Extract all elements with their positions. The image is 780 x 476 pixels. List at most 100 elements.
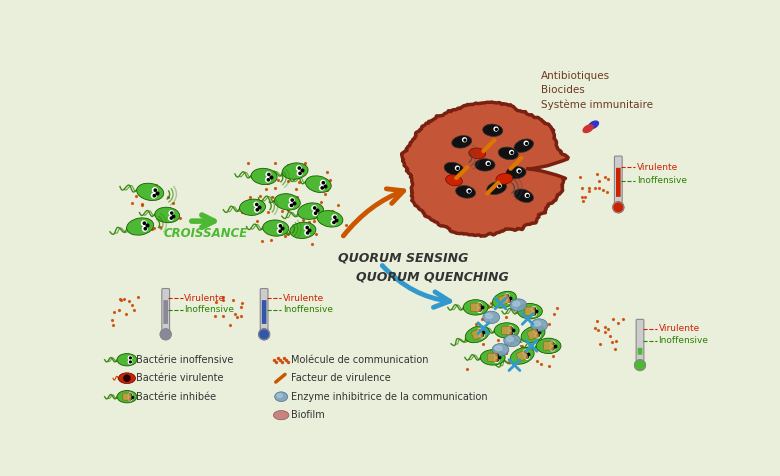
Circle shape <box>495 129 498 130</box>
Ellipse shape <box>498 147 518 159</box>
Circle shape <box>494 127 498 131</box>
Ellipse shape <box>583 125 593 132</box>
Ellipse shape <box>534 321 541 326</box>
Circle shape <box>256 208 258 211</box>
Circle shape <box>532 312 536 316</box>
Circle shape <box>296 166 301 170</box>
Circle shape <box>332 215 337 219</box>
Circle shape <box>129 356 132 359</box>
Circle shape <box>479 309 481 311</box>
Circle shape <box>519 170 520 172</box>
Circle shape <box>298 167 300 169</box>
Ellipse shape <box>282 163 308 179</box>
Ellipse shape <box>486 314 493 318</box>
FancyBboxPatch shape <box>544 342 554 350</box>
Ellipse shape <box>506 167 526 179</box>
Ellipse shape <box>495 323 519 338</box>
Circle shape <box>297 171 302 176</box>
Text: Virulente: Virulente <box>658 325 700 333</box>
Ellipse shape <box>514 139 534 152</box>
FancyBboxPatch shape <box>616 168 621 197</box>
Circle shape <box>266 178 270 182</box>
Ellipse shape <box>456 186 476 198</box>
Circle shape <box>129 357 131 359</box>
Text: Bactérie virulente: Bactérie virulente <box>136 373 224 383</box>
Circle shape <box>551 347 554 350</box>
Circle shape <box>314 207 316 209</box>
FancyBboxPatch shape <box>615 156 622 203</box>
Circle shape <box>509 331 512 336</box>
Circle shape <box>141 221 147 226</box>
FancyBboxPatch shape <box>470 303 480 312</box>
Text: Enzyme inhibitrice de la communication: Enzyme inhibitrice de la communication <box>291 392 488 402</box>
Text: CROISSANCE: CROISSANCE <box>164 227 248 239</box>
FancyBboxPatch shape <box>262 300 267 324</box>
Ellipse shape <box>445 175 463 186</box>
Ellipse shape <box>496 173 513 184</box>
Circle shape <box>143 227 147 231</box>
Ellipse shape <box>119 373 136 384</box>
Ellipse shape <box>274 410 289 420</box>
Circle shape <box>535 329 537 332</box>
Circle shape <box>268 178 270 181</box>
Ellipse shape <box>506 337 513 341</box>
FancyBboxPatch shape <box>638 348 642 355</box>
Circle shape <box>153 195 155 197</box>
Ellipse shape <box>298 203 324 219</box>
Circle shape <box>537 334 539 337</box>
Text: Virulente: Virulente <box>637 162 678 171</box>
Circle shape <box>509 150 513 154</box>
Circle shape <box>129 397 132 401</box>
Circle shape <box>486 161 490 165</box>
Ellipse shape <box>512 301 519 306</box>
Circle shape <box>278 224 282 228</box>
Circle shape <box>635 360 645 370</box>
Circle shape <box>480 329 481 332</box>
Circle shape <box>254 202 259 207</box>
Circle shape <box>511 152 513 154</box>
Circle shape <box>307 232 309 234</box>
Circle shape <box>322 182 324 184</box>
Text: Bactérie inhibée: Bactérie inhibée <box>136 392 216 402</box>
Circle shape <box>507 299 511 303</box>
FancyBboxPatch shape <box>502 326 512 335</box>
Circle shape <box>333 221 335 224</box>
Circle shape <box>144 228 147 230</box>
Ellipse shape <box>483 124 503 137</box>
Circle shape <box>279 230 282 232</box>
Ellipse shape <box>317 210 343 227</box>
Circle shape <box>524 351 527 353</box>
Ellipse shape <box>510 347 534 364</box>
Circle shape <box>306 227 308 228</box>
Circle shape <box>550 347 555 351</box>
Circle shape <box>480 334 484 338</box>
Circle shape <box>517 169 521 173</box>
Ellipse shape <box>536 338 561 354</box>
Circle shape <box>524 141 528 145</box>
Circle shape <box>152 188 158 192</box>
Ellipse shape <box>444 162 464 175</box>
Ellipse shape <box>275 392 288 402</box>
Circle shape <box>534 313 535 315</box>
Circle shape <box>321 187 324 189</box>
Text: Antibiotiques
Biocides
Système immunitaire: Antibiotiques Biocides Système immunitai… <box>541 71 653 110</box>
Circle shape <box>304 225 309 230</box>
FancyBboxPatch shape <box>488 353 498 362</box>
Circle shape <box>313 211 317 216</box>
FancyBboxPatch shape <box>525 307 535 316</box>
Ellipse shape <box>518 304 542 319</box>
Circle shape <box>526 356 528 358</box>
Circle shape <box>169 211 173 215</box>
Circle shape <box>299 172 301 175</box>
Ellipse shape <box>466 326 489 343</box>
Circle shape <box>129 361 131 363</box>
Circle shape <box>171 212 173 214</box>
Ellipse shape <box>263 220 289 236</box>
Ellipse shape <box>126 218 154 235</box>
Circle shape <box>144 222 146 224</box>
Circle shape <box>550 341 555 346</box>
Text: Facteur de virulence: Facteur de virulence <box>291 373 391 383</box>
Ellipse shape <box>495 346 502 351</box>
Circle shape <box>532 307 536 311</box>
Text: Virulente: Virulente <box>184 294 225 303</box>
